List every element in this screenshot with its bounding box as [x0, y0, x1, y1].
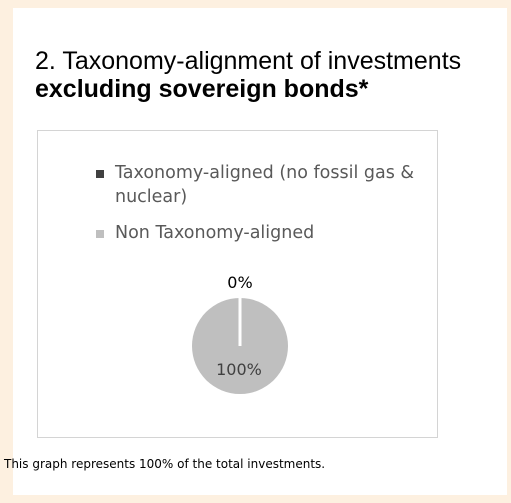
- data-label-aligned: 0%: [227, 273, 252, 292]
- chart-caption: This graph represents 100% of the total …: [4, 457, 326, 471]
- legend-swatch-aligned: [96, 170, 104, 178]
- legend-label-non-aligned: Non Taxonomy-aligned: [115, 223, 315, 243]
- chart-title: 2. Taxonomy-alignment of investments exc…: [35, 47, 505, 103]
- legend-item-non-aligned: Non Taxonomy-aligned: [96, 221, 426, 245]
- chart-area: Taxonomy-aligned (no fossil gas & nuclea…: [37, 130, 438, 438]
- data-label-non-aligned: 100%: [216, 360, 262, 379]
- legend-label-aligned: Taxonomy-aligned (no fossil gas & nuclea…: [115, 163, 415, 207]
- chart-legend: Taxonomy-aligned (no fossil gas & nuclea…: [96, 161, 426, 257]
- chart-title-line2: excluding sovereign bonds*: [35, 75, 369, 103]
- legend-item-aligned: Taxonomy-aligned (no fossil gas & nuclea…: [96, 161, 426, 209]
- legend-swatch-non-aligned: [96, 230, 104, 238]
- chart-title-line1: 2. Taxonomy-alignment of investments: [35, 47, 462, 75]
- pie-chart: 0% 100%: [192, 273, 288, 394]
